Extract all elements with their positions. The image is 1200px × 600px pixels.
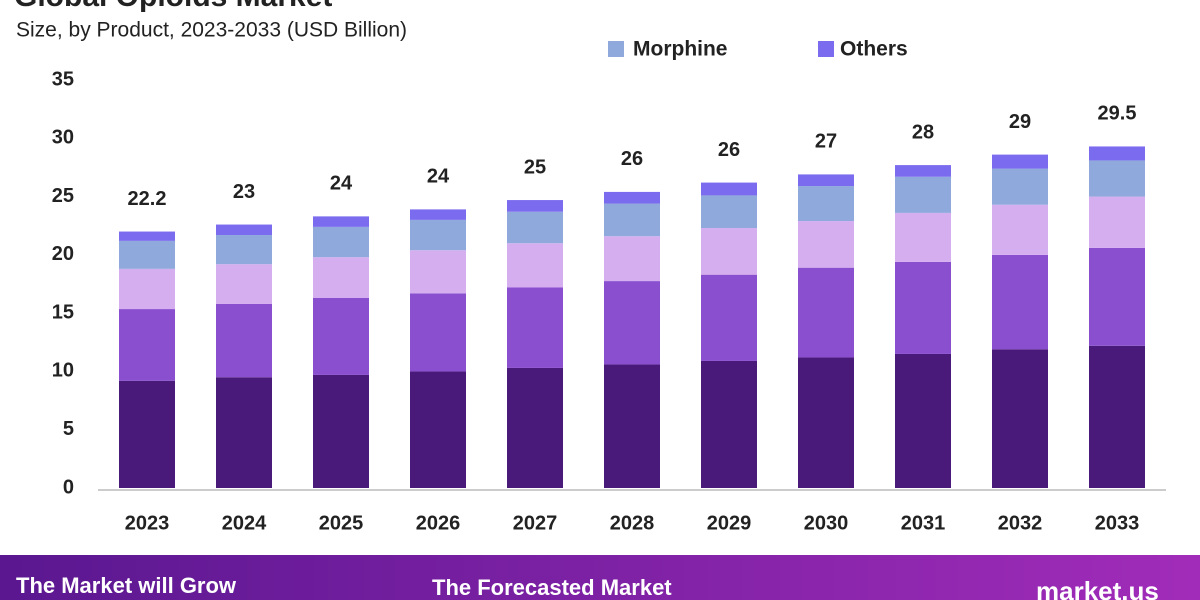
- bar-segment: [119, 380, 175, 488]
- bar-segment: [701, 195, 757, 229]
- bar-segment: [119, 268, 175, 310]
- bar-segment: [604, 364, 660, 488]
- bar-segment: [604, 236, 660, 282]
- total-label: 26: [621, 148, 643, 170]
- total-label: 28: [912, 121, 934, 143]
- y-tick-label: 25: [52, 185, 74, 207]
- bar-segment: [895, 212, 951, 262]
- bar-segment: [216, 224, 272, 236]
- x-tick-label: 2028: [610, 512, 655, 534]
- bar-segment: [507, 211, 563, 244]
- y-tick-label: 15: [52, 301, 74, 323]
- legend-swatch: [608, 41, 624, 57]
- bar-segment: [313, 257, 369, 298]
- bar-segment: [992, 204, 1048, 255]
- bar-segment: [1089, 247, 1145, 346]
- total-label: 29.5: [1098, 103, 1137, 125]
- bar-segment: [1089, 146, 1145, 161]
- bar-segment: [992, 254, 1048, 350]
- bar-segment: [313, 226, 369, 258]
- total-label: 24: [427, 166, 450, 188]
- bar-segment: [798, 186, 854, 222]
- bar-segment: [216, 303, 272, 378]
- bar-segment: [507, 243, 563, 288]
- bar-segment: [895, 353, 951, 488]
- legend-label: Morphine: [633, 38, 728, 61]
- bar-segment: [216, 264, 272, 304]
- bar-segment: [701, 274, 757, 361]
- total-label: 26: [718, 139, 740, 161]
- total-label: 29: [1009, 111, 1031, 133]
- bar-segment: [798, 357, 854, 488]
- bar-segment: [313, 297, 369, 375]
- bar-segment: [119, 231, 175, 241]
- total-label: 23: [233, 181, 255, 203]
- legend-label: Others: [840, 38, 908, 61]
- bar-segment: [992, 154, 1048, 169]
- total-label: 22.2: [128, 188, 167, 210]
- bar-segment: [1089, 196, 1145, 248]
- bar-segment: [410, 371, 466, 488]
- bar-segment: [895, 165, 951, 177]
- footer-banner: [0, 555, 1200, 600]
- x-tick-label: 2030: [804, 512, 849, 534]
- footer-text: The Market will Grow: [16, 573, 237, 598]
- x-tick-label: 2033: [1095, 512, 1140, 534]
- y-tick-label: 30: [52, 127, 74, 149]
- y-tick-label: 5: [63, 418, 74, 440]
- bar-segment: [604, 191, 660, 204]
- bar-segment: [604, 281, 660, 365]
- bar-segment: [895, 176, 951, 213]
- bar-segment: [895, 261, 951, 354]
- bar-segment: [410, 293, 466, 372]
- bar-segment: [119, 309, 175, 381]
- bar-segment: [507, 367, 563, 488]
- total-label: 25: [524, 156, 546, 178]
- total-label: 24: [330, 173, 353, 195]
- bar-segment: [119, 240, 175, 269]
- bar-segment: [507, 287, 563, 368]
- bar-segment: [313, 374, 369, 488]
- bar-segment: [410, 219, 466, 251]
- chart-title: Global Opioids Market: [14, 0, 332, 13]
- bar-segment: [701, 228, 757, 275]
- bar-segment: [410, 209, 466, 220]
- bar-segment: [701, 360, 757, 488]
- x-tick-label: 2027: [513, 512, 558, 534]
- bar-segment: [992, 168, 1048, 205]
- bar-segment: [992, 349, 1048, 488]
- footer-text: The Forecasted Market: [432, 575, 672, 600]
- bar-segment: [604, 203, 660, 237]
- bar-segment: [701, 182, 757, 196]
- y-tick-label: 35: [52, 68, 74, 90]
- bar-segment: [410, 250, 466, 294]
- total-label: 27: [815, 131, 837, 153]
- bar-segment: [798, 267, 854, 358]
- x-tick-label: 2032: [998, 512, 1043, 534]
- x-tick-label: 2031: [901, 512, 946, 534]
- bar-segment: [216, 235, 272, 265]
- y-tick-label: 10: [52, 360, 74, 382]
- bar-segment: [216, 377, 272, 488]
- x-tick-label: 2026: [416, 512, 461, 534]
- x-tick-label: 2029: [707, 512, 752, 534]
- bar-segment: [507, 200, 563, 212]
- y-tick-label: 20: [52, 243, 74, 265]
- x-tick-label: 2025: [319, 512, 364, 534]
- y-tick-label: 0: [63, 476, 74, 498]
- x-tick-label: 2023: [125, 512, 170, 534]
- bar-segment: [1089, 160, 1145, 197]
- bar-segment: [313, 216, 369, 227]
- chart-subtitle: Size, by Product, 2023-2033 (USD Billion…: [16, 19, 407, 42]
- bar-segment: [798, 174, 854, 187]
- x-tick-label: 2024: [222, 512, 267, 534]
- bar-segment: [1089, 345, 1145, 488]
- bar-segment: [798, 221, 854, 268]
- footer-brand: market.us: [1036, 576, 1159, 600]
- legend-swatch: [818, 41, 834, 57]
